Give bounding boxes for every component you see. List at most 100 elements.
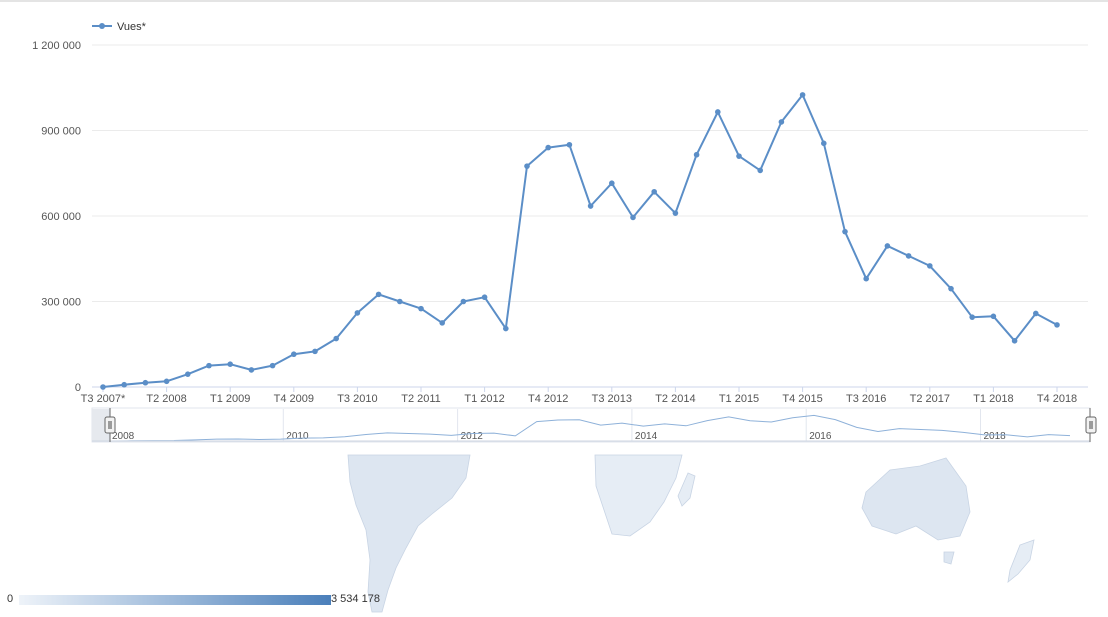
navigator-year-grid: 2008 2010 2012 2014 2016 2018 <box>108 409 1007 442</box>
data-point[interactable] <box>142 379 149 386</box>
navigator-year-label: 2016 <box>809 431 832 442</box>
map-region-africa[interactable] <box>594 454 683 537</box>
legend-label: Vues* <box>117 21 147 33</box>
navigator-handle-right[interactable] <box>1085 408 1097 442</box>
data-point[interactable] <box>715 109 721 115</box>
data-point[interactable] <box>778 119 785 125</box>
navigator[interactable]: 2008 2010 2012 2014 2016 2018 <box>91 407 1097 443</box>
data-point[interactable] <box>969 314 975 320</box>
data-point[interactable] <box>799 92 806 98</box>
y-tick-label: 0 <box>75 382 81 394</box>
navigator-year-label: 2012 <box>461 431 484 442</box>
data-point[interactable] <box>100 384 106 390</box>
x-tick-label: T3 2010 <box>337 393 377 405</box>
top-border <box>0 0 1108 2</box>
y-tick-label: 600 000 <box>41 211 81 223</box>
navigator-handle-left[interactable] <box>104 408 116 442</box>
data-point[interactable] <box>524 163 530 169</box>
x-tick-label: T2 2017 <box>910 393 950 405</box>
x-tick-label: T1 2012 <box>464 393 504 405</box>
data-point[interactable] <box>1033 310 1039 317</box>
y-tick-label: 300 000 <box>41 297 81 309</box>
navigator-year-label: 2018 <box>984 431 1007 442</box>
color-scale-max-label: 3 534 178 <box>331 593 380 605</box>
data-point[interactable] <box>269 362 276 369</box>
x-tick-label: T1 2018 <box>973 393 1013 405</box>
x-tick-label: T4 2018 <box>1037 393 1077 405</box>
data-point[interactable] <box>693 151 700 158</box>
map-region-madagascar[interactable] <box>677 472 696 507</box>
data-point[interactable] <box>821 140 827 147</box>
data-point[interactable] <box>884 243 891 249</box>
data-point[interactable] <box>333 335 340 342</box>
data-point[interactable] <box>312 348 318 355</box>
data-point[interactable] <box>460 298 467 305</box>
data-point[interactable] <box>397 298 403 305</box>
data-point[interactable] <box>948 285 954 292</box>
data-point[interactable] <box>227 361 233 368</box>
x-tick-label: T2 2011 <box>401 393 441 405</box>
data-point[interactable] <box>736 153 742 159</box>
data-point[interactable] <box>1011 338 1018 344</box>
data-point[interactable] <box>587 203 594 209</box>
y-tick-label: 900 000 <box>41 126 81 138</box>
series-line <box>102 93 1058 388</box>
x-tick-label: T1 2009 <box>210 393 250 405</box>
data-point[interactable] <box>672 210 679 216</box>
y-axis-labels: 0 300 000 600 000 900 000 1 200 000 <box>32 40 81 394</box>
x-tick-label: T4 2009 <box>274 393 314 405</box>
data-point[interactable] <box>503 325 509 332</box>
data-point[interactable] <box>163 378 170 385</box>
x-tick-label: T4 2012 <box>528 393 568 405</box>
data-point[interactable] <box>248 367 255 373</box>
x-tick-label: T3 2013 <box>592 393 632 405</box>
navigator-series-line <box>109 414 1071 442</box>
x-axis-labels: T3 2007* T2 2008 T1 2009 T4 2009 T3 2010 T2 2… <box>81 393 1078 405</box>
data-point[interactable] <box>927 263 933 269</box>
data-point[interactable] <box>757 167 763 174</box>
navigator-year-label: 2008 <box>112 431 135 442</box>
color-scale-gradient <box>19 595 331 605</box>
data-point[interactable] <box>439 320 446 326</box>
x-tick-label: T3 2007* <box>81 393 126 405</box>
x-tick-label: T2 2008 <box>146 393 186 405</box>
data-point[interactable] <box>566 141 573 148</box>
data-point[interactable] <box>990 313 997 320</box>
navigator-left-mask <box>92 409 109 441</box>
data-point[interactable] <box>842 228 848 235</box>
data-point[interactable] <box>481 294 488 301</box>
x-tick-label: T1 2015 <box>719 393 759 405</box>
map-region-south-america[interactable] <box>347 454 471 613</box>
data-point[interactable] <box>905 253 912 259</box>
legend[interactable]: Vues* <box>92 21 147 33</box>
data-point[interactable] <box>291 351 297 358</box>
navigator-year-label: 2010 <box>286 431 309 442</box>
data-point[interactable] <box>630 214 636 221</box>
legend-marker <box>99 23 105 29</box>
data-point[interactable] <box>651 188 657 195</box>
y-tick-label: 1 200 000 <box>32 40 81 52</box>
x-tick-label: T2 2014 <box>655 393 695 405</box>
data-point[interactable] <box>418 305 424 312</box>
x-axis-ticks <box>102 387 1058 392</box>
color-scale-min-label: 0 <box>7 593 14 605</box>
data-point[interactable] <box>1054 322 1060 328</box>
y-gridlines <box>92 44 1088 302</box>
data-point[interactable] <box>609 180 615 187</box>
data-point[interactable] <box>354 310 361 316</box>
navigator-background <box>91 407 1091 443</box>
data-point[interactable] <box>121 381 127 388</box>
data-point[interactable] <box>185 371 191 377</box>
data-point[interactable] <box>545 144 551 151</box>
series-vues <box>100 92 1060 390</box>
map-region-new-zealand[interactable] <box>1007 539 1035 583</box>
x-tick-label: T3 2016 <box>846 393 886 405</box>
data-point[interactable] <box>375 291 382 298</box>
map-region-australia[interactable] <box>861 457 971 541</box>
data-point[interactable] <box>863 275 869 282</box>
world-map <box>347 454 1035 613</box>
x-tick-label: T4 2015 <box>782 393 822 405</box>
data-point[interactable] <box>206 362 212 369</box>
map-region-tasmania[interactable] <box>943 551 955 565</box>
